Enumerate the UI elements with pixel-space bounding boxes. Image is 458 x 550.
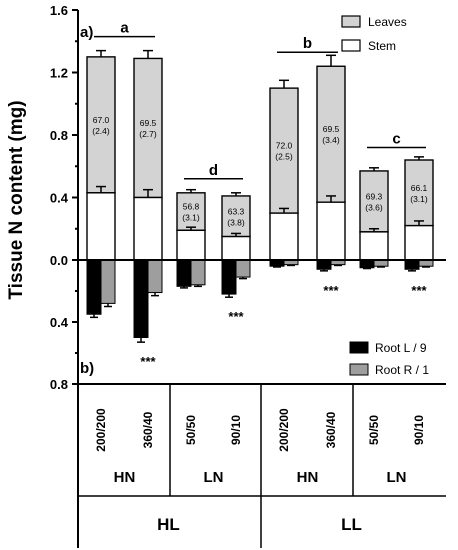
root-significance-3: *** — [228, 309, 244, 324]
stem-bar-2 — [176, 229, 206, 261]
leaf-percent-sd-label-6: (3.6) — [365, 202, 383, 212]
root-l-bar-5 — [316, 259, 332, 270]
x-category-label-4: 200/200 — [277, 408, 291, 452]
nitrogen-group-label-2: HN — [297, 469, 319, 486]
panel-label-b: b) — [80, 360, 94, 377]
leaves-bar-4 — [269, 87, 299, 214]
stem-bar-7 — [404, 224, 434, 261]
leaf-percent-label-5: 69.5 — [323, 124, 340, 134]
root-r-bar-0 — [100, 259, 116, 304]
root-r-bar-1 — [147, 259, 163, 294]
y-tick-label-bottom-0: 0.4 — [50, 315, 69, 330]
leaf-percent-label-3: 63.3 — [228, 206, 245, 216]
leaves-bar-6 — [359, 170, 389, 233]
leaf-percent-sd-label-4: (2.5) — [275, 152, 293, 162]
stem-bar-4 — [269, 212, 299, 261]
significance-letter-1: d — [209, 162, 218, 179]
light-group-label-0: HL — [157, 515, 180, 534]
x-category-label-0: 200/200 — [94, 408, 108, 452]
nitrogen-group-label-3: LN — [387, 469, 407, 486]
leaves-bar-5 — [316, 65, 346, 203]
leaves-bar-3 — [221, 195, 251, 238]
leaves-bar-0 — [86, 56, 116, 194]
legend-swatch-top-1 — [341, 39, 361, 52]
legend-swatch-bottom-0 — [349, 341, 369, 354]
panel-label-a: a) — [80, 24, 93, 41]
stem-bar-6 — [359, 231, 389, 261]
leaf-percent-sd-label-1: (2.7) — [139, 129, 157, 139]
root-r-bar-3 — [235, 259, 251, 278]
stem-bar-5 — [316, 201, 346, 261]
leaves-bar-2 — [176, 192, 206, 232]
stem-bar-3 — [221, 235, 251, 261]
significance-letter-0: a — [120, 20, 129, 37]
y-axis-label: Tissue N content (mg) — [6, 100, 27, 299]
nitrogen-group-label-1: LN — [204, 469, 224, 486]
leaves-bar-1 — [133, 57, 163, 199]
legend-label-top-1: Stem — [368, 39, 396, 53]
y-tick-label-top-0: 0.0 — [50, 253, 68, 268]
leaf-percent-sd-label-7: (3.1) — [410, 194, 428, 204]
legend-label-top-0: Leaves — [368, 15, 407, 29]
root-significance-1: *** — [140, 354, 156, 369]
stem-bar-1 — [133, 196, 163, 261]
root-l-bar-0 — [86, 259, 102, 315]
root-significance-7: *** — [411, 283, 427, 298]
leaf-percent-label-4: 72.0 — [276, 141, 293, 151]
stem-bar-0 — [86, 192, 116, 261]
y-tick-label-top-2: 0.8 — [50, 128, 68, 143]
x-category-label-6: 50/50 — [367, 415, 381, 445]
root-significance-5: *** — [323, 283, 339, 298]
y-tick-label-top-1: 0.4 — [50, 191, 69, 206]
y-tick-label-top-3: 1.2 — [50, 66, 68, 81]
nitrogen-group-label-0: HN — [114, 469, 136, 486]
significance-letter-2: b — [303, 35, 312, 52]
root-l-bar-2 — [176, 259, 192, 287]
leaf-percent-sd-label-3: (3.8) — [227, 217, 245, 227]
root-l-bar-7 — [404, 259, 420, 270]
leaf-percent-sd-label-2: (3.1) — [182, 213, 200, 223]
legend-swatch-bottom-1 — [349, 363, 369, 376]
y-tick-label-bottom-1: 0.8 — [50, 377, 68, 392]
light-group-label-1: LL — [341, 515, 362, 534]
legend-label-bottom-1: Root R / 1 — [375, 363, 429, 377]
legend-swatch-top-0 — [341, 15, 361, 28]
leaf-percent-label-0: 67.0 — [93, 115, 110, 125]
root-r-bar-2 — [190, 259, 206, 286]
x-category-label-1: 360/40 — [141, 411, 155, 448]
leaf-percent-sd-label-0: (2.4) — [92, 126, 110, 136]
leaf-percent-label-2: 56.8 — [183, 202, 200, 212]
root-l-bar-1 — [133, 259, 149, 338]
leaf-percent-sd-label-5: (3.4) — [322, 135, 340, 145]
leaf-percent-label-7: 66.1 — [411, 183, 428, 193]
leaves-bar-7 — [404, 159, 434, 227]
root-l-bar-3 — [221, 259, 237, 295]
leaf-percent-label-1: 69.5 — [140, 118, 157, 128]
leaf-percent-label-6: 69.3 — [366, 191, 383, 201]
root-l-bar-6 — [359, 259, 375, 269]
x-category-label-5: 360/40 — [324, 411, 338, 448]
y-tick-label-top-4: 1.6 — [50, 3, 68, 18]
significance-letter-3: c — [392, 131, 400, 148]
x-category-label-7: 90/10 — [412, 415, 426, 445]
legend-label-bottom-0: Root L / 9 — [375, 341, 427, 355]
x-category-label-3: 90/10 — [229, 415, 243, 445]
x-category-label-2: 50/50 — [184, 415, 198, 445]
